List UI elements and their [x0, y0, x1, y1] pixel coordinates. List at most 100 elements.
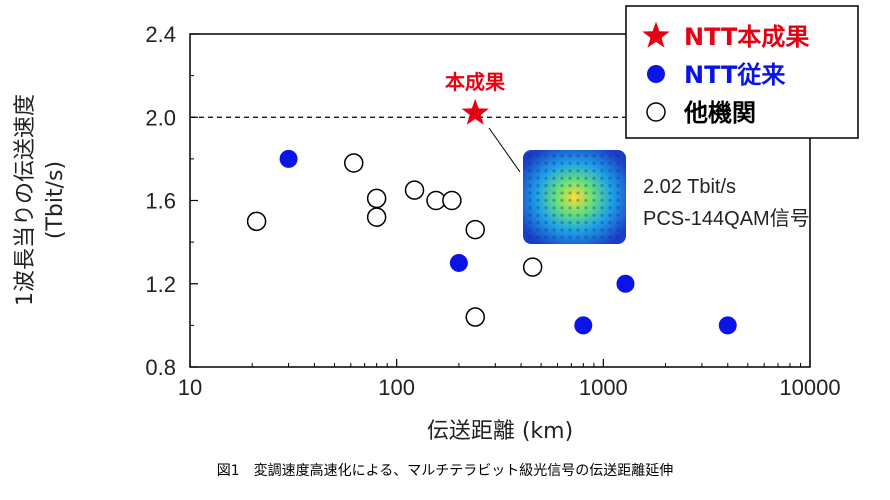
constellation-dot [552, 228, 556, 232]
star-label: 本成果 [445, 70, 505, 94]
constellation-dot [552, 191, 556, 195]
constellation-dot [536, 198, 540, 202]
data-point [344, 153, 364, 173]
constellation-dot [592, 169, 596, 173]
constellation-dot [568, 228, 572, 232]
constellation-dot [608, 221, 612, 225]
constellation-dot [568, 169, 572, 173]
constellation-dot [544, 169, 548, 173]
data-point [465, 219, 485, 240]
constellation-dot [544, 191, 548, 195]
data-point [279, 149, 298, 168]
constellation-dot [536, 206, 540, 210]
constellation-dot [528, 176, 532, 180]
constellation-dot [616, 213, 620, 217]
constellation-dot [568, 191, 572, 195]
constellation-dot [544, 206, 548, 210]
constellation-dot [568, 235, 572, 239]
constellation-dot [600, 228, 604, 232]
constellation-dot [560, 213, 564, 217]
constellation-dot [560, 169, 564, 173]
constellation-dot [560, 228, 564, 232]
constellation-dot [560, 221, 564, 225]
constellation-dot [544, 176, 548, 180]
constellation-dot [608, 154, 612, 158]
y-tick-label: 2.0 [145, 105, 176, 130]
constellation-dot [592, 198, 596, 202]
constellation-dot [552, 176, 556, 180]
constellation-dot [592, 206, 596, 210]
constellation-dot [608, 161, 612, 165]
constellation-dot [584, 169, 588, 173]
constellation-dot [608, 184, 612, 188]
x-tick-label: 1000 [579, 375, 628, 400]
constellation-dot [592, 213, 596, 217]
constellation-dot [544, 184, 548, 188]
constellation-dot [600, 184, 604, 188]
constellation-dot [576, 198, 580, 202]
constellation-dot [544, 213, 548, 217]
figure-caption: 図1 変調速度高速化による、マルチテラビット級光信号の伝送距離延伸 [216, 463, 674, 479]
constellation-dot [560, 154, 564, 158]
data-point [718, 316, 737, 335]
constellation-dot [584, 191, 588, 195]
constellation-dot [592, 184, 596, 188]
constellation-dot [568, 198, 572, 202]
data-point [246, 211, 267, 232]
data-point [404, 180, 425, 200]
constellation-dot [528, 191, 532, 195]
constellation-dot [536, 161, 540, 165]
constellation-dot [616, 169, 620, 173]
data-point [574, 316, 593, 335]
constellation-dot [544, 221, 548, 225]
constellation-dot [528, 169, 532, 173]
constellation-dot [600, 191, 604, 195]
legend-label: NTT本成果 [684, 23, 809, 51]
constellation-dot [560, 161, 564, 165]
inset-rate-label: 2.02 Tbit/s [643, 176, 736, 198]
inset-format-label: PCS-144QAM信号 [643, 207, 810, 230]
legend-marker [642, 21, 670, 48]
constellation-dot [536, 184, 540, 188]
constellation-dot [584, 176, 588, 180]
constellation-dot [568, 176, 572, 180]
constellation-dots [528, 154, 620, 239]
y-axis-ticks: 0.8 1.2 1.6 2.0 2.4 [145, 22, 198, 380]
constellation-dot [560, 198, 564, 202]
constellation-dot [608, 169, 612, 173]
constellation-dot [544, 198, 548, 202]
constellation-dot [592, 228, 596, 232]
x-axis-label: 伝送距離 (km) [427, 419, 573, 444]
y-tick-label: 2.4 [145, 22, 176, 47]
constellation-dot [552, 213, 556, 217]
constellation-dot [584, 213, 588, 217]
data-points [246, 98, 737, 335]
constellation-dot [600, 235, 604, 239]
constellation-dot [576, 228, 580, 232]
constellation-dot [608, 191, 612, 195]
constellation-dot [552, 206, 556, 210]
constellation-dot [528, 161, 532, 165]
constellation-dot [552, 198, 556, 202]
constellation-dot [616, 161, 620, 165]
constellation-dot [544, 228, 548, 232]
constellation-dot [584, 198, 588, 202]
constellation-dot [616, 154, 620, 158]
constellation-dot [576, 191, 580, 195]
constellation-dot [576, 184, 580, 188]
constellation-dot [552, 221, 556, 225]
constellation-dot [536, 213, 540, 217]
constellation-dot [560, 191, 564, 195]
constellation-dot [584, 228, 588, 232]
data-point [442, 190, 462, 211]
constellation-dot [600, 154, 604, 158]
legend-marker [646, 102, 666, 122]
constellation-dot [584, 154, 588, 158]
constellation-dot [544, 235, 548, 239]
constellation-dot [584, 235, 588, 239]
data-point [366, 188, 387, 209]
constellation-dot [568, 154, 572, 158]
constellation-image [523, 150, 626, 244]
constellation-dot [568, 184, 572, 188]
